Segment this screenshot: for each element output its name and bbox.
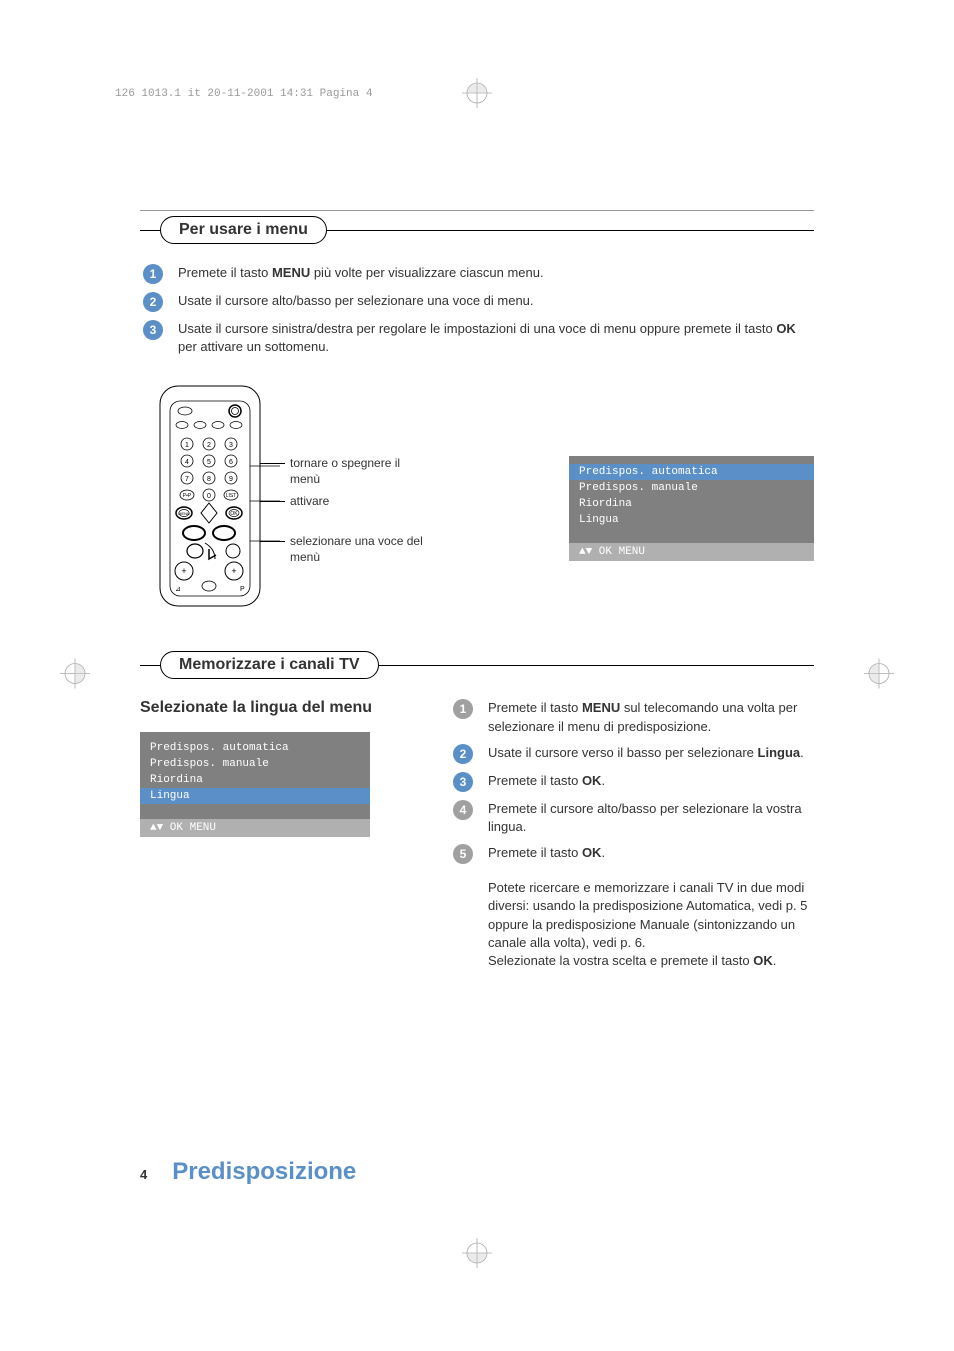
svg-text:5: 5 xyxy=(207,459,211,466)
section-1-title: Per usare i menu xyxy=(160,216,327,244)
right-step-2-text: Usate il cursore verso il basso per sele… xyxy=(488,744,814,762)
crop-mark-bottom xyxy=(462,1238,492,1273)
step-3: 3 Usate il cursore sinistra/destra per r… xyxy=(143,320,814,356)
sub-heading: Selezionate la lingua del menu xyxy=(140,699,420,717)
crop-mark-left xyxy=(60,658,90,693)
page-number: 4 xyxy=(140,1167,147,1182)
num-1: 1 xyxy=(143,264,163,284)
step-2-text: Usate il cursore alto/basso per selezion… xyxy=(178,292,814,310)
right-step-5: 5 Premete il tasto OK. xyxy=(453,844,814,864)
step-1-text: Premete il tasto MENU più volte per visu… xyxy=(178,264,814,282)
svg-text:7: 7 xyxy=(185,476,189,483)
page-footer: 4 Predisposizione xyxy=(140,1158,356,1186)
svg-text:0: 0 xyxy=(207,493,211,500)
svg-text:2: 2 xyxy=(207,442,211,449)
right-step-1-text: Premete il tasto MENU sul telecomando un… xyxy=(488,699,814,735)
menu-box-2-item-2: Riordina xyxy=(140,772,370,788)
svg-text:9: 9 xyxy=(229,476,233,483)
svg-text:1: 1 xyxy=(185,442,189,449)
remote-svg: 1 2 3 4 5 6 7 8 9 P•P 0 LIST MENU OK xyxy=(140,381,280,611)
right-steps: 1 Premete il tasto MENU sul telecomando … xyxy=(453,699,814,864)
svg-text:3: 3 xyxy=(229,442,233,449)
right-step-5-text: Premete il tasto OK. xyxy=(488,844,814,862)
section-2-title-wrap: Memorizzare i canali TV xyxy=(140,651,814,679)
svg-text:LIST: LIST xyxy=(226,493,237,499)
svg-text:⊿: ⊿ xyxy=(175,586,181,593)
menu-box-2: Predispos. automatica Predispos. manuale… xyxy=(140,732,370,837)
remote-label-3: selezionare una voce del menù xyxy=(290,534,430,565)
remote-label-2: attivare xyxy=(290,494,329,510)
svg-text:4: 4 xyxy=(185,459,189,466)
right-step-3-text: Premete il tasto OK. xyxy=(488,772,814,790)
page-header: 126 1013.1 it 20-11-2001 14:31 Pagina 4 xyxy=(115,88,372,100)
right-paragraph: Potete ricercare e memorizzare i canali … xyxy=(488,879,814,970)
crop-mark-top xyxy=(462,78,492,113)
svg-text:+: + xyxy=(231,566,236,576)
right-step-3: 3 Premete il tasto OK. xyxy=(453,772,814,792)
svg-text:8: 8 xyxy=(207,476,211,483)
right-num-4: 4 xyxy=(453,800,473,820)
menu-box-1-item-3: Lingua xyxy=(569,512,814,528)
svg-text:6: 6 xyxy=(229,459,233,466)
step-2: 2 Usate il cursore alto/basso per selezi… xyxy=(143,292,814,312)
right-num-2: 2 xyxy=(453,744,473,764)
svg-text:MENU: MENU xyxy=(178,511,190,516)
menu-box-2-footer: ▲▼ OK MENU xyxy=(140,819,370,837)
right-step-4-text: Premete il cursore alto/basso per selezi… xyxy=(488,800,814,836)
two-column: Selezionate la lingua del menu Predispos… xyxy=(140,699,814,970)
menu-box-2-item-0: Predispos. automatica xyxy=(140,740,370,756)
svg-text:P•P: P•P xyxy=(183,493,192,499)
menu-box-2-item-3: Lingua xyxy=(140,788,370,804)
crop-mark-right xyxy=(864,658,894,693)
right-step-1: 1 Premete il tasto MENU sul telecomando … xyxy=(453,699,814,735)
remote-section: 1 2 3 4 5 6 7 8 9 P•P 0 LIST MENU OK xyxy=(140,381,814,611)
remote-diagram: 1 2 3 4 5 6 7 8 9 P•P 0 LIST MENU OK xyxy=(140,381,280,611)
col-right: 1 Premete il tasto MENU sul telecomando … xyxy=(450,699,814,970)
right-num-5: 5 xyxy=(453,844,473,864)
right-num-3: 3 xyxy=(453,772,473,792)
col-left: Selezionate la lingua del menu Predispos… xyxy=(140,699,420,970)
right-step-4: 4 Premete il cursore alto/basso per sele… xyxy=(453,800,814,836)
section-1-steps: 1 Premete il tasto MENU più volte per vi… xyxy=(143,264,814,356)
menu-box-2-item-1: Predispos. manuale xyxy=(140,756,370,772)
menu-box-1-item-1: Predispos. manuale xyxy=(569,480,814,496)
menu-box-2-header xyxy=(140,732,370,740)
svg-text:OK: OK xyxy=(230,511,238,517)
menu-box-1-item-2: Riordina xyxy=(569,496,814,512)
menu-box-1: Predispos. automatica Predispos. manuale… xyxy=(569,456,814,561)
content-area: Per usare i menu 1 Premete il tasto MENU… xyxy=(140,210,814,970)
right-num-1: 1 xyxy=(453,699,473,719)
remote-label-1: tornare o spegnere il menù xyxy=(290,456,430,487)
step-1: 1 Premete il tasto MENU più volte per vi… xyxy=(143,264,814,284)
menu-box-1-footer: ▲▼ OK MENU xyxy=(569,543,814,561)
svg-text:P: P xyxy=(240,586,245,593)
num-3: 3 xyxy=(143,320,163,340)
menu-box-1-item-0: Predispos. automatica xyxy=(569,464,814,480)
divider xyxy=(140,210,814,211)
page-section-name: Predisposizione xyxy=(172,1158,356,1186)
section-2-title: Memorizzare i canali TV xyxy=(160,651,379,679)
num-2: 2 xyxy=(143,292,163,312)
right-step-2: 2 Usate il cursore verso il basso per se… xyxy=(453,744,814,764)
section-1-title-wrap: Per usare i menu xyxy=(140,216,814,244)
step-3-text: Usate il cursore sinistra/destra per reg… xyxy=(178,320,814,356)
svg-text:+: + xyxy=(181,566,186,576)
menu-box-1-header xyxy=(569,456,814,464)
